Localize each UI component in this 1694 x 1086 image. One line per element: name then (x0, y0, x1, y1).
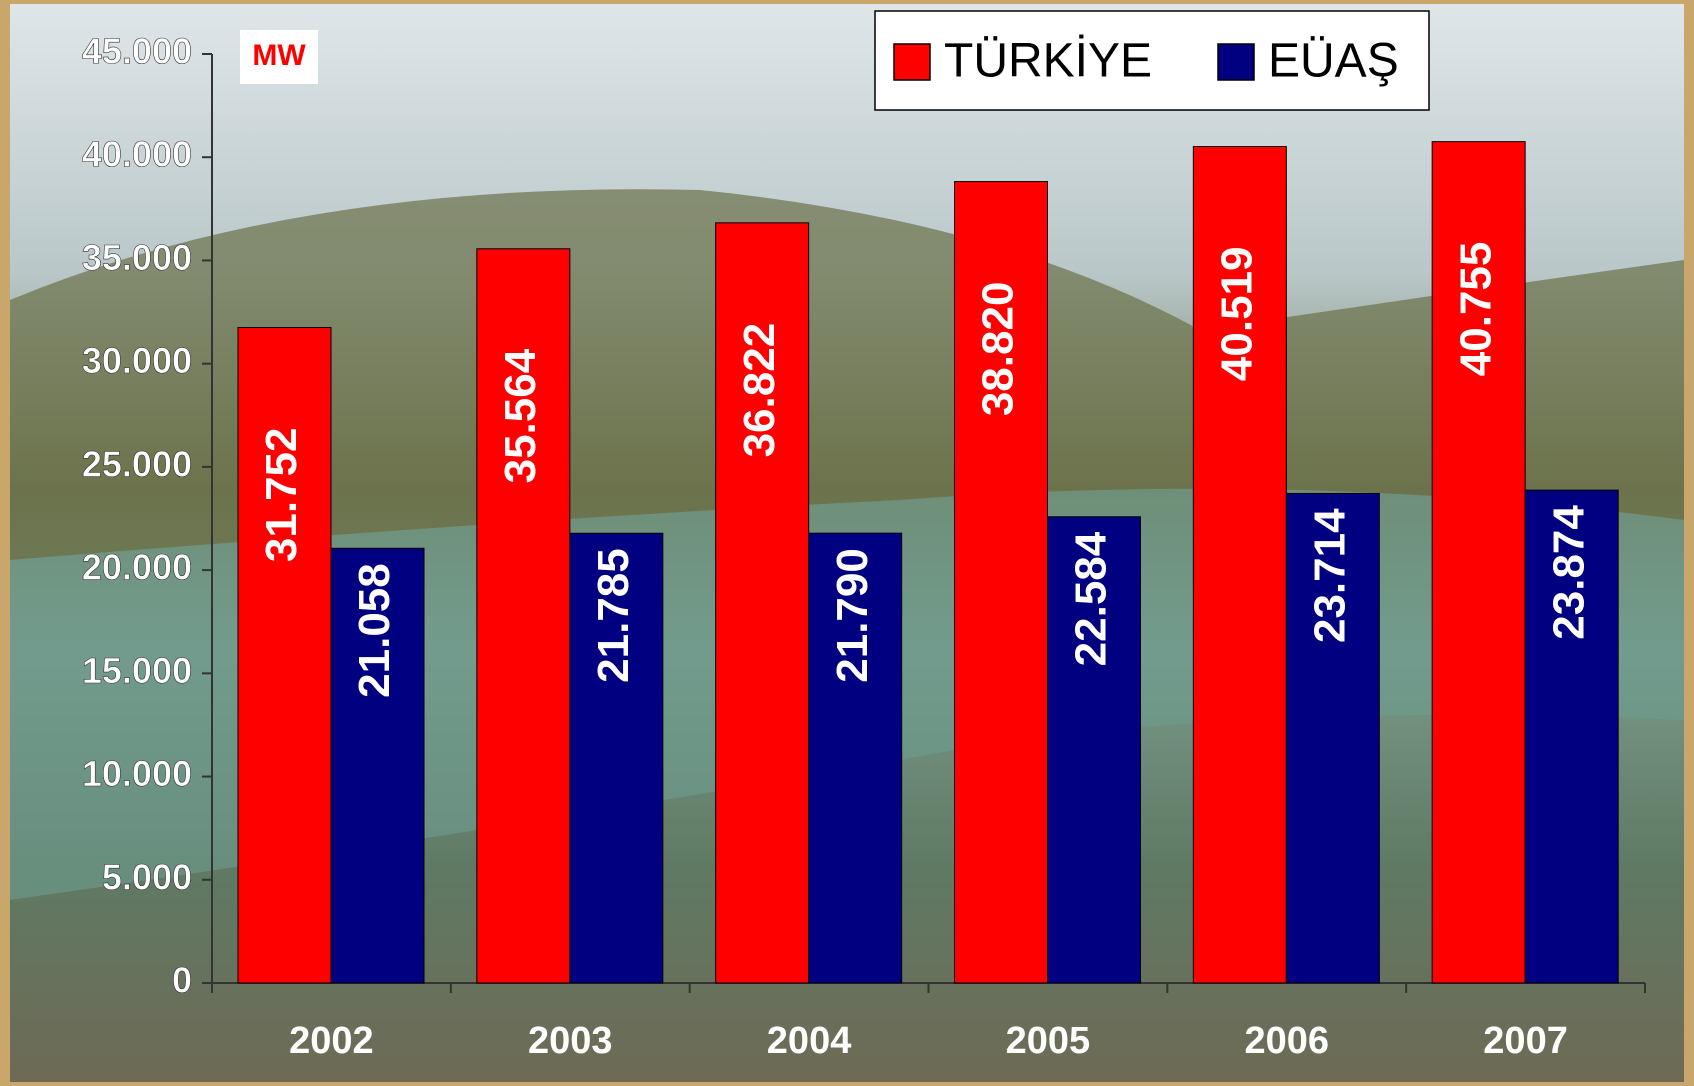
y-tick-label: 40.000 (82, 134, 192, 175)
legend-label: EÜAŞ (1268, 35, 1399, 88)
y-tick-label: 0 (172, 960, 192, 1001)
value-label: 23.874 (1544, 505, 1593, 640)
bar (569, 532, 664, 984)
unit-label: MW (252, 39, 306, 72)
x-tick-label: 2004 (767, 1020, 852, 1062)
value-label: 40.519 (1212, 247, 1261, 382)
bar (237, 326, 332, 984)
y-tick-label: 25.000 (82, 443, 192, 484)
value-label: 22.584 (1067, 531, 1116, 666)
value-label: 36.822 (735, 323, 784, 458)
legend-label: TÜRKİYE (944, 35, 1152, 88)
bar (476, 248, 571, 984)
y-tick-label: 35.000 (82, 237, 192, 278)
y-tick-label: 30.000 (82, 340, 192, 381)
bar (1192, 146, 1287, 984)
legend-swatch (1217, 43, 1255, 81)
bar (1524, 489, 1619, 984)
bar (808, 532, 903, 984)
value-label: 35.564 (496, 348, 545, 483)
bar (1285, 492, 1380, 984)
y-tick-label: 20.000 (82, 547, 192, 588)
bar (1047, 516, 1141, 984)
value-label: 38.820 (974, 282, 1023, 417)
bar (715, 222, 810, 984)
value-label: 31.752 (257, 427, 306, 562)
value-label: 21.785 (589, 548, 638, 683)
legend-swatch (893, 43, 931, 81)
x-tick-label: 2006 (1244, 1020, 1329, 1062)
x-tick-label: 2007 (1483, 1020, 1568, 1062)
y-tick-label: 45.000 (82, 31, 192, 72)
value-label: 21.058 (350, 563, 399, 698)
value-label: 23.714 (1305, 508, 1354, 643)
x-tick-label: 2003 (528, 1020, 613, 1062)
bar (330, 547, 425, 984)
legend (874, 10, 1430, 111)
bar (1431, 141, 1526, 984)
y-tick-label: 15.000 (82, 650, 192, 691)
value-label: 40.755 (1451, 242, 1500, 377)
x-tick-label: 2005 (1006, 1020, 1091, 1062)
value-label: 21.790 (828, 548, 877, 683)
y-tick-label: 5.000 (102, 856, 192, 897)
y-tick-label: 10.000 (82, 753, 192, 794)
unit-box (240, 30, 318, 84)
x-tick-label: 2002 (289, 1020, 374, 1062)
